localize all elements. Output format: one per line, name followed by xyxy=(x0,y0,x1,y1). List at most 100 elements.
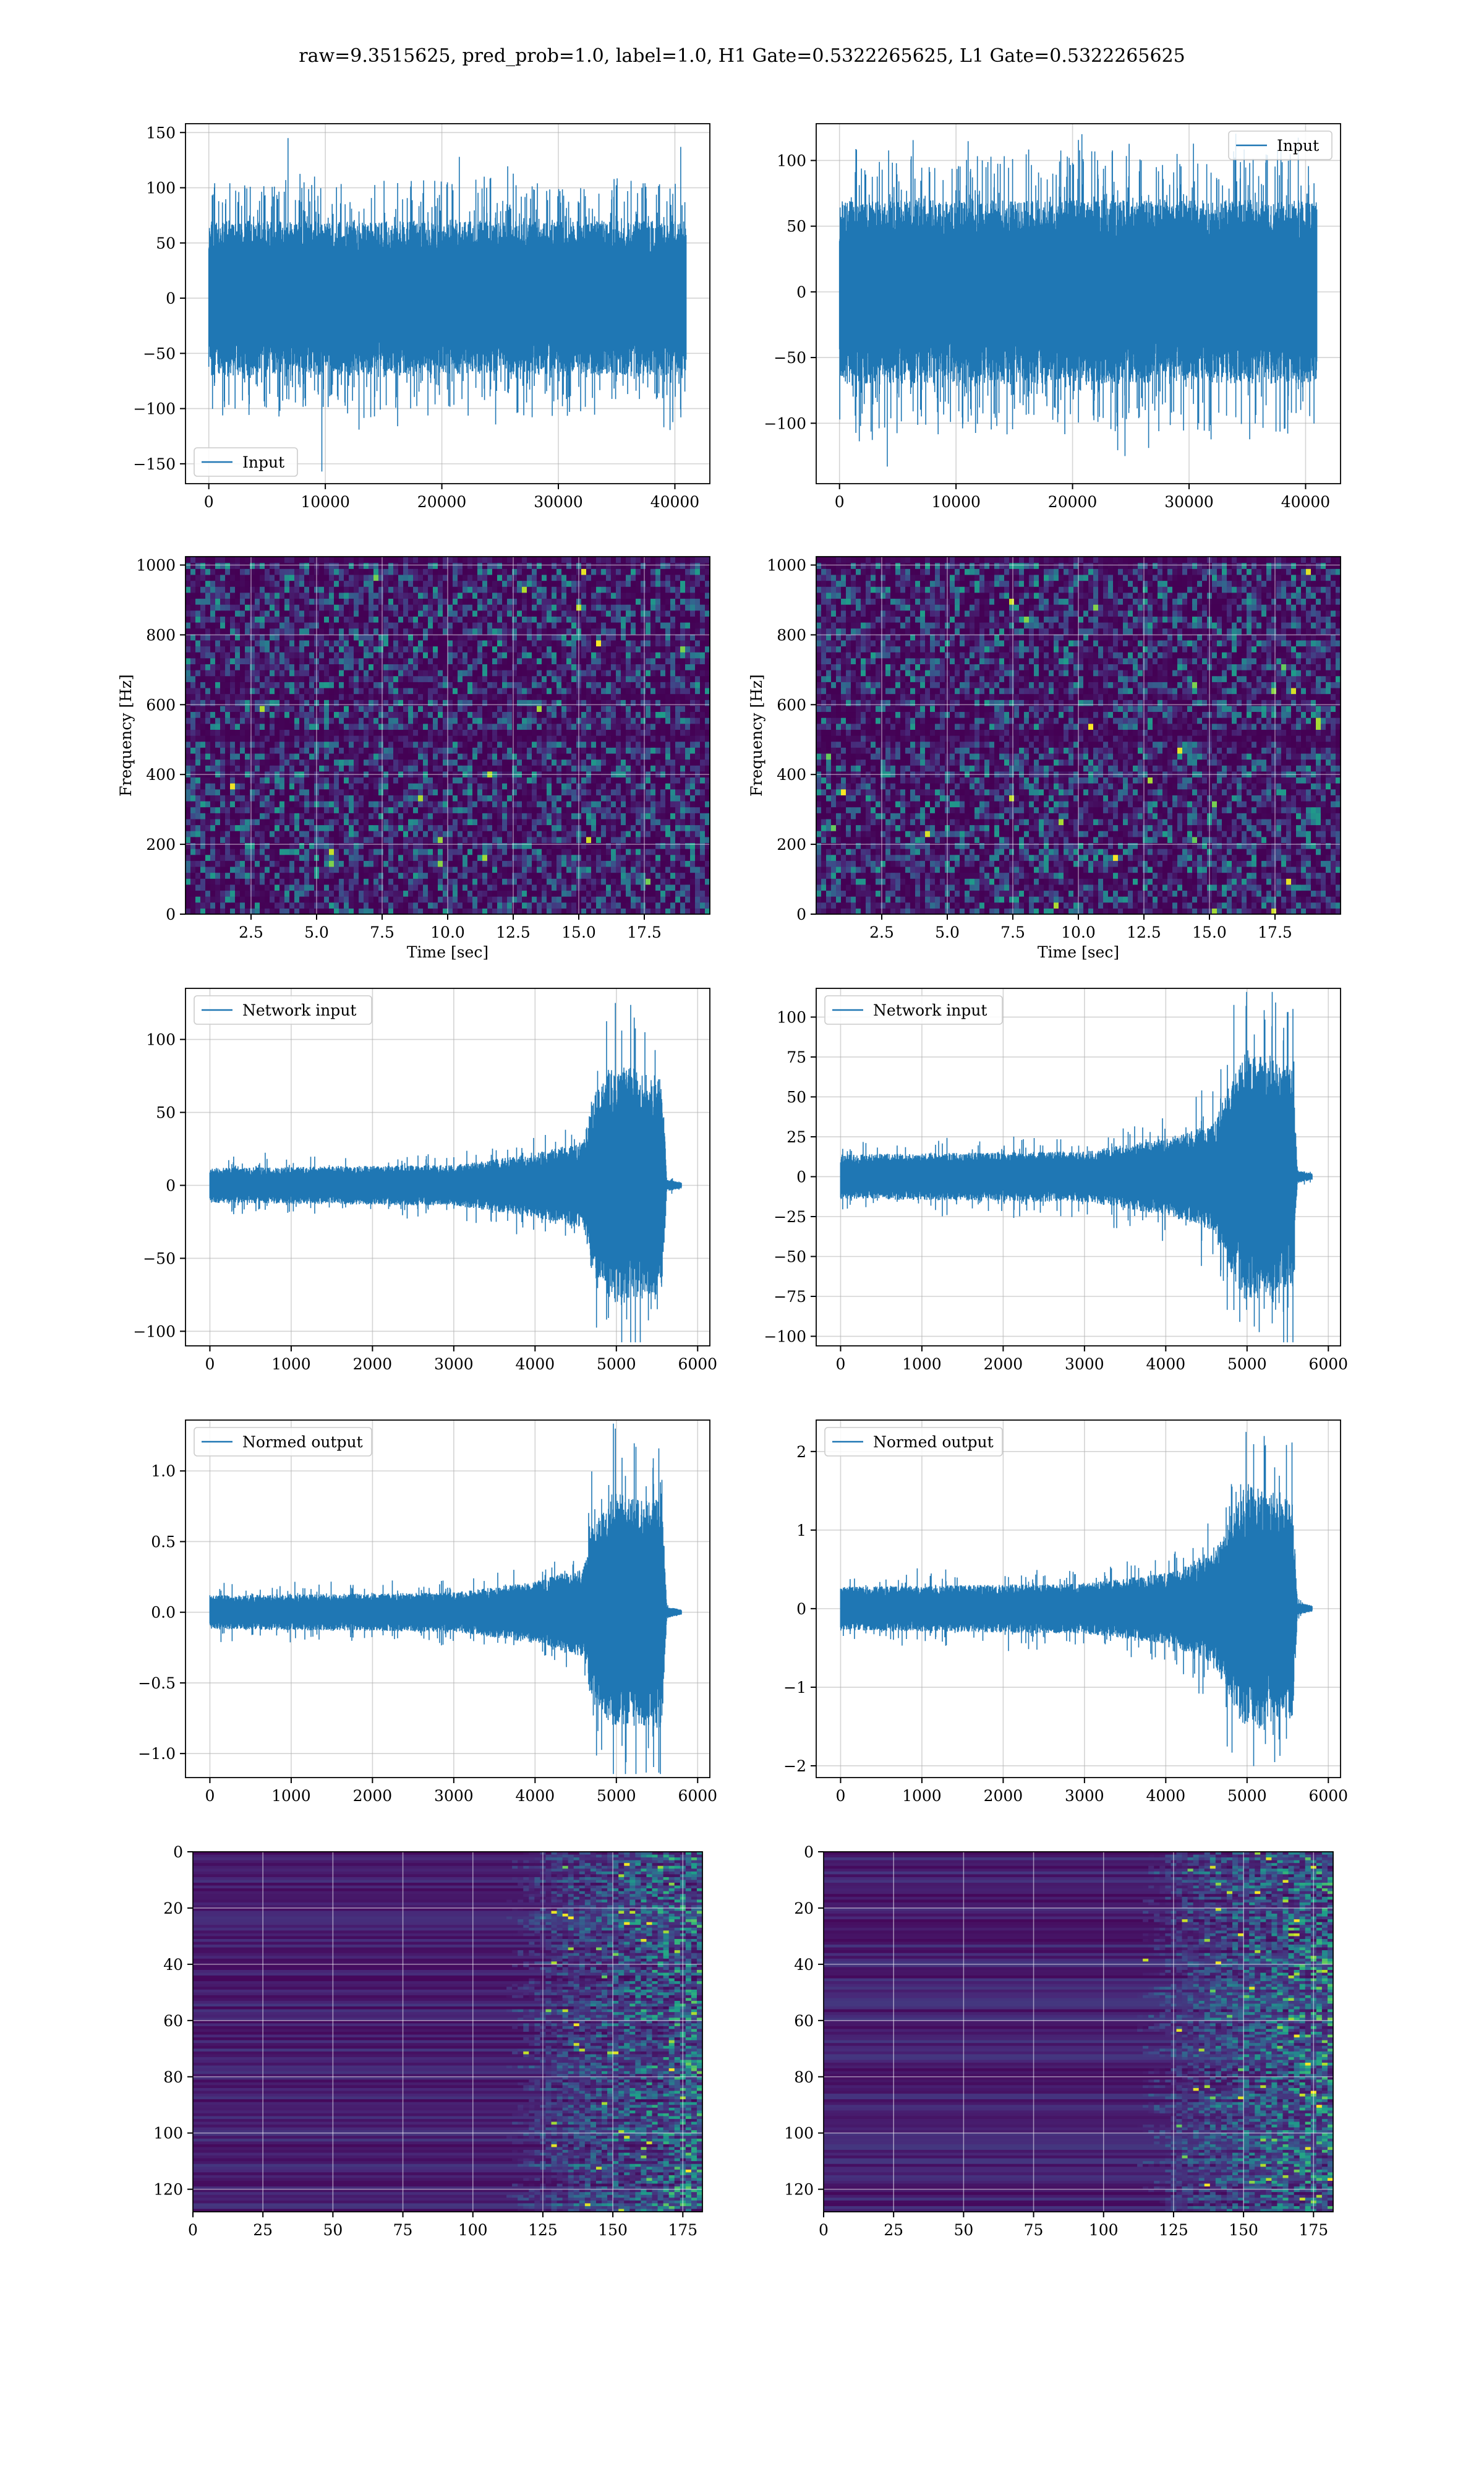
heatmap-cell xyxy=(190,658,196,664)
heatmap-cell xyxy=(245,789,250,795)
heatmap-cell xyxy=(413,640,419,646)
heatmap-cell xyxy=(448,676,453,682)
heatmap-cell xyxy=(433,878,438,884)
heatmap-cell xyxy=(279,849,285,855)
heatmap-cell xyxy=(408,760,414,766)
heatmap-cell xyxy=(532,688,537,694)
heatmap-cell xyxy=(497,783,503,789)
heatmap-cell xyxy=(339,860,344,867)
heatmap-cell xyxy=(601,825,607,831)
heatmap-cell xyxy=(537,682,542,688)
heatmap-cell xyxy=(230,819,236,825)
heatmap-cell xyxy=(210,682,216,688)
heatmap-cell xyxy=(344,652,349,658)
heatmap-cell xyxy=(690,682,696,688)
heatmap-cell xyxy=(215,849,221,855)
heatmap-cell xyxy=(463,807,468,813)
heatmap-cell xyxy=(517,902,522,909)
heatmap-cell xyxy=(601,670,607,676)
heatmap-cell xyxy=(700,825,706,831)
heatmap-cell xyxy=(596,694,602,700)
heatmap-cell xyxy=(453,789,458,795)
heatmap-cell xyxy=(581,849,587,855)
heatmap-cell xyxy=(631,867,636,873)
heatmap-cell xyxy=(304,735,310,742)
heatmap-cell xyxy=(349,688,354,694)
heatmap-cell xyxy=(403,742,409,748)
heatmap-cell xyxy=(606,747,612,753)
heatmap-cell xyxy=(616,652,621,658)
heatmap-cell xyxy=(235,890,241,896)
heatmap-cell xyxy=(359,783,364,789)
heatmap-cell xyxy=(364,694,369,700)
heatmap-cell xyxy=(581,842,587,849)
legend: Input xyxy=(1229,131,1332,160)
heatmap-cell xyxy=(418,837,424,843)
heatmap-cell xyxy=(334,664,339,670)
heatmap-cell xyxy=(670,837,676,843)
heatmap-cell xyxy=(186,742,191,748)
heatmap-cell xyxy=(329,753,335,760)
heatmap-cell xyxy=(655,742,661,748)
heatmap-cell xyxy=(309,849,315,855)
heatmap-cell xyxy=(438,646,443,653)
heatmap-cell xyxy=(383,640,389,646)
heatmap-cell xyxy=(309,873,315,879)
heatmap-cell xyxy=(552,664,557,670)
heatmap-cell xyxy=(279,706,285,712)
heatmap-cell xyxy=(299,640,305,646)
heatmap-cell xyxy=(561,783,567,789)
heatmap-cell xyxy=(695,842,701,849)
heatmap-cell xyxy=(690,884,696,891)
heatmap-cell xyxy=(418,753,424,760)
heatmap-cell xyxy=(586,670,592,676)
heatmap-cell xyxy=(284,706,290,712)
heatmap-cell xyxy=(650,789,656,795)
heatmap-cell xyxy=(527,873,532,879)
heatmap-cell xyxy=(502,729,508,735)
heatmap-cell xyxy=(339,706,344,712)
heatmap-cell xyxy=(542,867,547,873)
heatmap-cell xyxy=(542,688,547,694)
heatmap-cell xyxy=(566,890,572,896)
heatmap-cell xyxy=(235,676,241,682)
heatmap-cell xyxy=(448,813,453,819)
heatmap-cell xyxy=(591,664,597,670)
heatmap-cell xyxy=(423,711,429,717)
heatmap-cell xyxy=(453,795,458,801)
heatmap-cell xyxy=(279,652,285,658)
heatmap-cell xyxy=(438,819,443,825)
heatmap-cell xyxy=(675,831,681,837)
heatmap-cell xyxy=(265,795,270,801)
heatmap-cell xyxy=(190,646,196,653)
heatmap-cell xyxy=(695,646,701,653)
heatmap-cell xyxy=(665,819,671,825)
heatmap-cell xyxy=(186,652,191,658)
heatmap-cell xyxy=(527,670,532,676)
heatmap-cell xyxy=(616,682,621,688)
heatmap-cell xyxy=(354,765,359,771)
heatmap-cell xyxy=(665,896,671,902)
heatmap-cell xyxy=(369,819,374,825)
heatmap-cell xyxy=(542,795,547,801)
heatmap-cell xyxy=(279,896,285,902)
heatmap-cell xyxy=(660,760,666,766)
heatmap-cell xyxy=(482,849,488,855)
heatmap-cell xyxy=(299,658,305,664)
heatmap-cell xyxy=(700,807,706,813)
heatmap-cell xyxy=(398,706,404,712)
heatmap-cell xyxy=(205,742,211,748)
heatmap-cell xyxy=(660,878,666,884)
heatmap-cell xyxy=(581,873,587,879)
heatmap-cell xyxy=(527,819,532,825)
heatmap-cell xyxy=(502,825,508,831)
heatmap-cell xyxy=(497,724,503,730)
heatmap-cell xyxy=(344,753,349,760)
heatmap-cell xyxy=(591,849,597,855)
heatmap-cell xyxy=(547,813,552,819)
heatmap-cell xyxy=(547,878,552,884)
heatmap-cell xyxy=(517,711,522,717)
heatmap-cell xyxy=(675,855,681,861)
heatmap-cell xyxy=(284,849,290,855)
heatmap-cell xyxy=(359,878,364,884)
